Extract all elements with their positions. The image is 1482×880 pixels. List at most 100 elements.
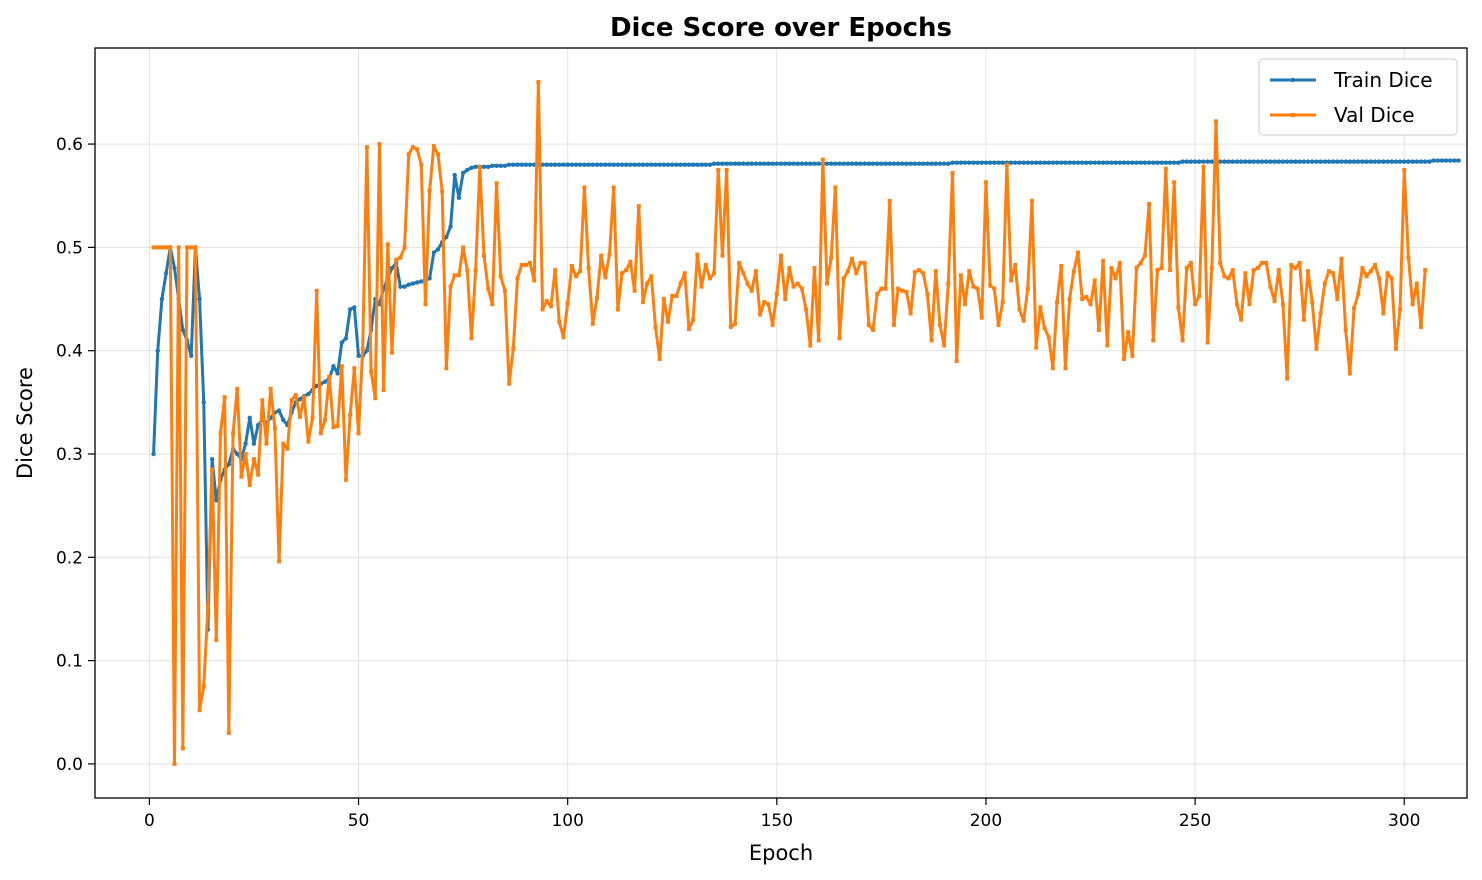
train-dice-point (649, 162, 654, 167)
val-dice-point (586, 266, 591, 271)
train-dice-point (929, 161, 934, 166)
train-dice-point (1406, 159, 1411, 164)
val-dice-point (155, 245, 160, 250)
train-dice-point (912, 161, 918, 166)
train-dice-point (632, 162, 637, 167)
train-dice-point (904, 161, 909, 166)
train-dice-point (364, 348, 370, 353)
train-dice-point (1268, 159, 1273, 164)
val-dice-point (243, 451, 248, 456)
val-dice-point (883, 286, 888, 291)
train-dice-point (214, 498, 219, 503)
val-dice-point (323, 417, 328, 422)
train-dice-point (661, 162, 667, 167)
val-dice-point (427, 188, 432, 193)
val-dice-point (816, 338, 821, 343)
train-dice-point (527, 162, 533, 167)
val-dice-point (415, 147, 420, 152)
val-dice-point (933, 269, 938, 274)
train-dice-point (281, 417, 286, 423)
val-dice-point (1264, 260, 1269, 265)
chart-title: Dice Score over Epochs (610, 13, 952, 43)
train-dice-point (247, 415, 252, 421)
train-dice-point (728, 161, 734, 166)
val-dice-point (1151, 338, 1156, 343)
train-dice-point (515, 162, 520, 167)
val-dice-point (1372, 262, 1377, 267)
val-dice-point (1046, 335, 1051, 340)
train-dice-point (1013, 160, 1018, 165)
val-dice-point (1105, 343, 1110, 348)
val-dice-point (356, 431, 361, 436)
train-dice-point (720, 161, 725, 166)
train-dice-point (866, 161, 872, 166)
val-dice-legend-label: Val Dice (1334, 103, 1415, 127)
train-dice-point (235, 451, 240, 457)
val-dice-point (825, 281, 830, 286)
train-dice-point (1142, 160, 1148, 165)
train-dice-point (1297, 159, 1302, 164)
x-tick-label: 200 (970, 811, 1002, 831)
val-dice-point (569, 263, 574, 268)
val-dice-point (448, 284, 453, 289)
plot-frame (94, 47, 1468, 799)
train-dice-point (640, 162, 646, 167)
train-dice-point (159, 296, 165, 302)
val-dice-point (691, 317, 696, 322)
train-dice-point (180, 327, 186, 333)
train-dice-point (803, 161, 809, 166)
val-dice-point (281, 441, 286, 446)
val-dice-point (1418, 324, 1423, 329)
train-dice-point (845, 161, 851, 166)
train-dice-point (1322, 159, 1327, 164)
val-dice-point (1268, 284, 1273, 289)
val-dice-point (871, 328, 876, 333)
val-dice-point (728, 324, 733, 329)
val-dice-point (1071, 269, 1076, 274)
train-dice-point (757, 161, 763, 166)
val-dice-point (1000, 300, 1005, 305)
val-dice-point (628, 259, 633, 264)
train-dice-point (879, 161, 884, 166)
train-dice-point (628, 162, 633, 167)
train-dice-point (674, 162, 679, 167)
val-dice-point (239, 474, 244, 479)
val-dice-point (565, 301, 570, 306)
val-dice-point (1017, 307, 1022, 312)
train-dice-point (339, 340, 344, 345)
train-dice-point (523, 162, 529, 167)
train-dice-point (297, 397, 303, 402)
train-dice-point (812, 161, 817, 166)
train-dice-point (695, 162, 700, 167)
train-dice-point (1389, 159, 1394, 164)
train-dice-point (406, 282, 411, 287)
train-dice-point (1427, 159, 1432, 164)
val-dice-point (268, 386, 273, 391)
val-dice-point (1276, 268, 1281, 273)
val-dice-point (615, 307, 620, 312)
train-dice-point (741, 161, 746, 166)
train-dice-point (808, 161, 813, 166)
val-dice-point (653, 324, 658, 329)
val-dice-point (251, 457, 256, 462)
train-dice-point (243, 441, 248, 446)
train-dice-point (895, 161, 901, 166)
val-dice-point (753, 269, 758, 274)
train-dice-point (1075, 160, 1081, 165)
train-dice-point (1184, 159, 1189, 164)
val-dice-point (1377, 276, 1382, 281)
val-dice-point (1243, 271, 1248, 276)
train-dice-point (1251, 159, 1256, 164)
train-dice-point (937, 161, 943, 166)
val-dice-point (1109, 266, 1114, 271)
val-dice-point (574, 274, 579, 279)
val-dice-point (260, 398, 265, 403)
train-dice-point (875, 161, 880, 166)
train-dice-point (996, 160, 1001, 165)
val-dice-point (1126, 330, 1131, 335)
train-dice-point (762, 161, 767, 166)
train-dice-point (1038, 160, 1043, 165)
train-dice-point (1109, 160, 1114, 165)
train-dice-point (979, 160, 984, 165)
val-dice-point (1117, 260, 1122, 265)
